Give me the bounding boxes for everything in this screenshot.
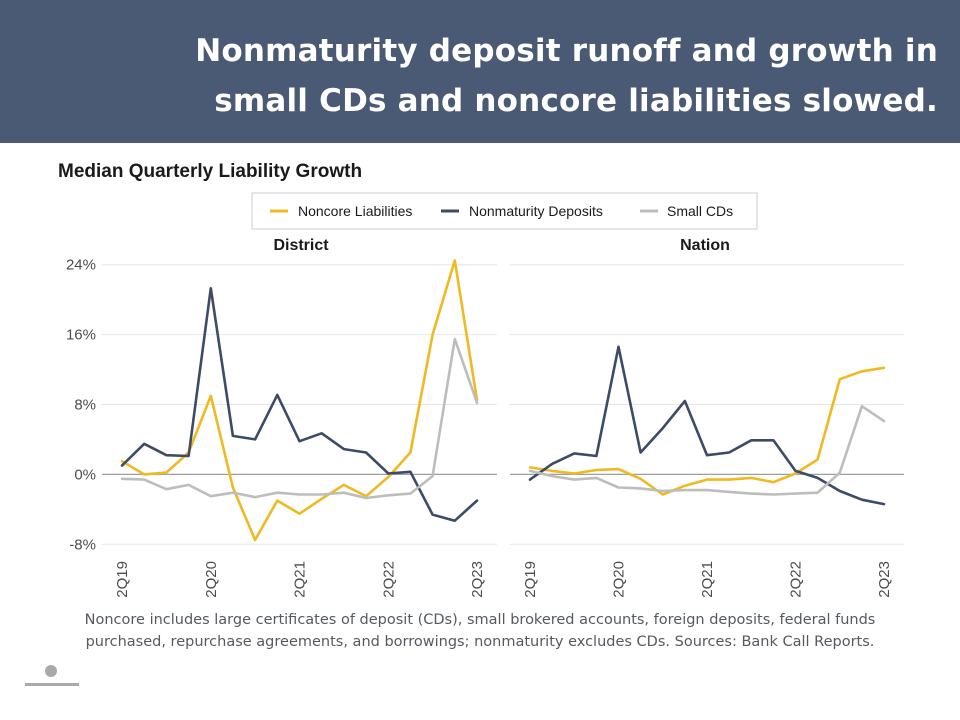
legend-label-nonmaturity-deposits: Nonmaturity Deposits [469,203,603,219]
legend-label-small-cds: Small CDs [667,203,733,219]
y-tick-label: 8% [74,397,96,414]
slide-title-line-2: small CDs and noncore liabilities slowed… [214,83,938,119]
x-tick-label: 2Q21 [699,561,716,598]
chart-legend: Noncore Liabilities Nonmaturity Deposits S… [251,192,758,230]
x-tick-label: 2Q20 [611,561,628,598]
series-line-small-cds-district [120,337,479,500]
x-tick-label: 2Q19 [114,561,131,598]
x-tick-label: 2Q22 [380,561,397,598]
header-band [0,0,960,143]
panel-title-district: District [273,237,329,254]
x-tick-label: 2Q22 [788,561,805,598]
panel-district: District 2Q19 2Q20 2Q21 2Q22 2Q23 [102,237,497,598]
x-tick-label: 2Q21 [292,561,309,598]
x-tick-label: 2Q19 [522,561,539,598]
x-tick-label: 2Q23 [876,561,893,598]
slide-marker-dot [45,665,57,677]
slide-marker-line [25,683,79,686]
y-tick-label: 0% [74,466,96,483]
y-axis: 24% 16% 8% 0% -8% [66,257,96,554]
series-line-small-cds-nation [528,404,886,496]
y-tick-label: -8% [69,536,96,553]
legend-box [251,192,758,230]
chart-title: Median Quarterly Liability Growth [58,161,362,182]
series-line-noncore-liabilities-nation [528,366,886,496]
slide-title: Nonmaturity deposit runoff and growth in… [38,26,938,126]
series-line-nonmaturity-deposits-nation [528,345,886,506]
y-tick-label: 16% [66,327,96,344]
footnote: Noncore includes large certificates of d… [30,609,930,653]
y-tick-label: 24% [66,257,96,274]
legend-label-noncore-liabilities: Noncore Liabilities [298,203,412,219]
footnote-line-2: purchased, repurchase agreements, and bo… [85,634,875,650]
x-tick-label: 2Q20 [203,561,220,598]
series-line-nonmaturity-deposits-district [120,287,479,523]
series-line-noncore-liabilities-district [120,259,479,542]
footnote-line-1: Noncore includes large certificates of d… [84,612,876,628]
x-tick-label: 2Q23 [469,561,486,598]
panel-title-nation: Nation [680,237,730,254]
panel-nation: Nation 2Q19 2Q20 2Q21 2Q22 2Q23 [510,237,904,598]
liability-growth-chart: Median Quarterly Liability Growth Noncor… [58,161,904,598]
slide-title-line-1: Nonmaturity deposit runoff and growth in [195,33,938,69]
